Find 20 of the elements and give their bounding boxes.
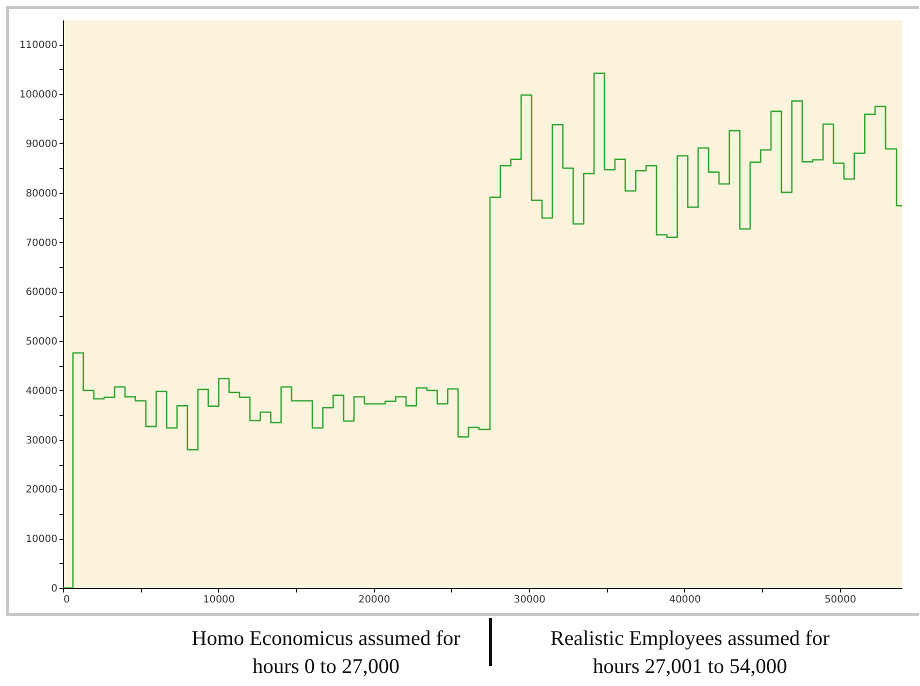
y-tick-label: 10000 xyxy=(26,534,58,546)
y-tick-label: 0 xyxy=(51,584,58,594)
x-tick-label: 40000 xyxy=(669,594,701,606)
text: Realistic Employees assumed for hours 27,001 to 54,000 xyxy=(549,625,831,680)
x-tick-label: 50000 xyxy=(824,594,856,606)
y-tick-label: 20000 xyxy=(26,484,58,496)
x-tick-label: 20000 xyxy=(358,594,390,606)
y-tick-label: 100000 xyxy=(19,90,58,101)
y-tick-label: 70000 xyxy=(26,238,58,249)
y-tick-label: 40000 xyxy=(26,386,58,397)
x-tick-label: 30000 xyxy=(514,594,546,606)
y-tick-label: 30000 xyxy=(26,435,58,446)
x-tick-label: 10000 xyxy=(202,594,235,606)
text: Homo Economicus assumed for hours 0 to 27,000 xyxy=(190,625,462,680)
y-tick-label: 90000 xyxy=(26,138,58,150)
y-tick-label: 80000 xyxy=(26,188,58,200)
x-tick-label: 0 xyxy=(64,594,70,606)
y-tick-label: 50000 xyxy=(26,336,58,348)
y-tick-label: 60000 xyxy=(26,287,58,298)
y-tick-label: 110000 xyxy=(19,40,58,52)
